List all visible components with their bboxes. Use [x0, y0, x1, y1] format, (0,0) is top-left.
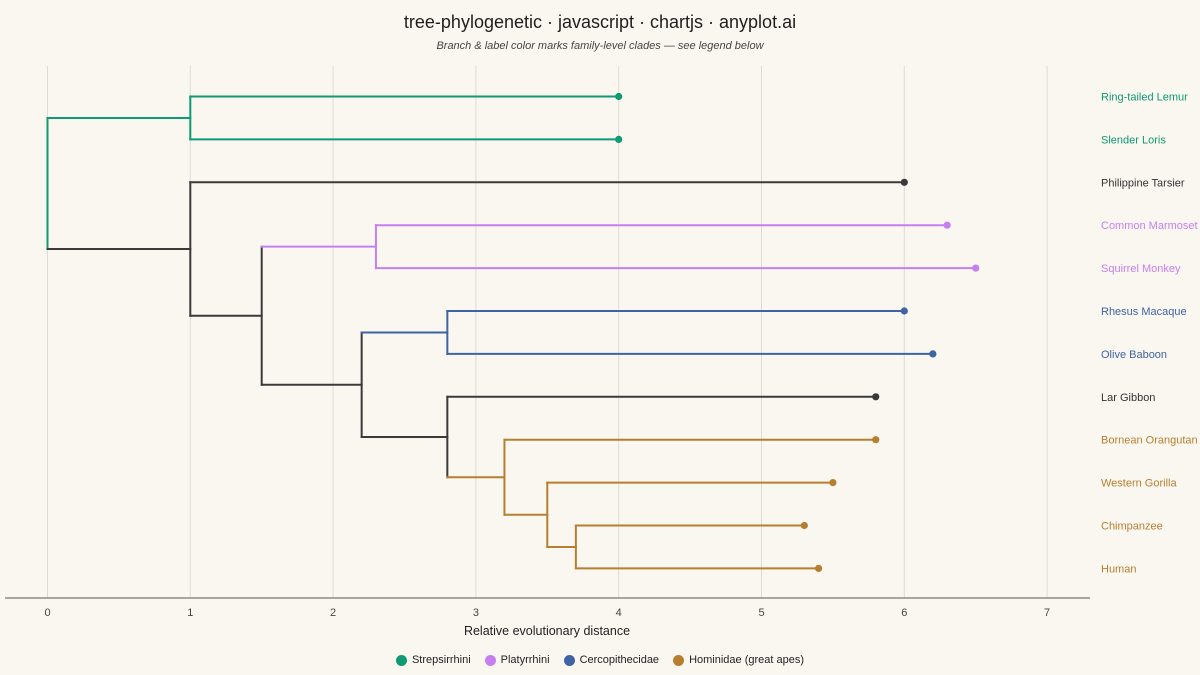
legend-item[interactable]: Hominidae (great apes)	[673, 654, 804, 666]
legend-swatch	[673, 654, 685, 666]
leaf-point	[615, 135, 623, 143]
chart-title: tree-phylogenetic · javascript · chartjs…	[403, 12, 797, 32]
leaf-point	[929, 350, 937, 358]
x-tick-label: 1	[187, 607, 193, 619]
legend-swatch	[484, 654, 496, 666]
leaf-point	[829, 479, 837, 487]
legend-label: Hominidae (great apes)	[689, 654, 805, 666]
leaf-label: Rhesus Macaque	[1101, 306, 1187, 318]
leaf-point	[872, 436, 880, 444]
leaf-label: Olive Baboon	[1101, 349, 1167, 361]
leaf-point	[900, 178, 908, 186]
x-tick-label: 2	[330, 607, 336, 619]
leaf-label: Philippine Tarsier	[1101, 177, 1185, 189]
leaf-label: Human	[1101, 563, 1136, 575]
chart-legend: Strepsirrhini Platyrrhini Cercopithecidae H…	[0, 654, 1200, 666]
leaf-label: Bornean Orangutan	[1101, 435, 1198, 447]
x-tick-label: 6	[901, 607, 907, 619]
legend-label: Strepsirrhini	[411, 654, 471, 666]
legend-swatch	[563, 654, 575, 666]
x-tick-label: 0	[44, 607, 50, 619]
leaf-label: Common Marmoset	[1101, 220, 1198, 232]
leaf-label: Squirrel Monkey	[1101, 263, 1181, 275]
leaf-label: Ring-tailed Lemur	[1101, 92, 1188, 104]
chart-subtitle: Branch & label color marks family-level …	[436, 40, 764, 52]
leaf-label: Chimpanzee	[1101, 521, 1163, 533]
x-tick-label: 3	[473, 607, 479, 619]
leaf-point	[900, 307, 908, 315]
leaf-label: Lar Gibbon	[1101, 392, 1155, 404]
x-tick-label: 7	[1044, 607, 1050, 619]
leaf-point	[872, 393, 880, 401]
leaf-point	[800, 521, 808, 530]
legend-item[interactable]: Platyrrhini	[484, 654, 550, 666]
legend-swatch	[395, 654, 407, 666]
x-tick-label: 4	[616, 607, 622, 619]
legend-label: Cercopithecidae	[579, 654, 660, 666]
leaf-label: Slender Loris	[1101, 134, 1166, 146]
x-tick-label: 5	[758, 607, 764, 619]
leaf-point	[972, 264, 980, 272]
legend-item[interactable]: Strepsirrhini	[395, 654, 471, 666]
x-axis-label: Relative evolutionary distance	[464, 624, 630, 638]
leaf-label: Western Gorilla	[1101, 478, 1177, 490]
leaf-point	[943, 221, 951, 229]
legend-item[interactable]: Cercopithecidae	[563, 654, 660, 666]
leaf-point	[615, 92, 623, 101]
leaf-point	[815, 564, 823, 573]
legend-label: Platyrrhini	[500, 654, 550, 666]
